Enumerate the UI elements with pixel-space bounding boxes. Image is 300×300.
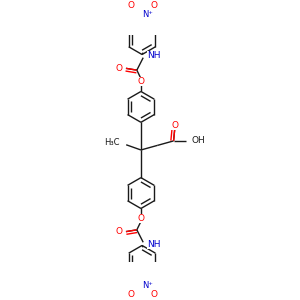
Text: NH: NH [147, 51, 161, 60]
Text: N⁺: N⁺ [142, 281, 153, 290]
Text: O: O [116, 227, 123, 236]
Text: O: O [127, 1, 134, 10]
Text: NH: NH [147, 240, 161, 249]
Text: O: O [137, 76, 144, 85]
Text: O: O [127, 290, 134, 299]
Text: H₃C: H₃C [104, 138, 119, 147]
Text: O: O [150, 290, 157, 299]
Text: O: O [116, 64, 123, 73]
Text: N⁺: N⁺ [142, 10, 153, 19]
Text: OH: OH [191, 136, 205, 146]
Text: O: O [171, 121, 178, 130]
Text: O: O [137, 214, 144, 224]
Text: O: O [150, 1, 157, 10]
